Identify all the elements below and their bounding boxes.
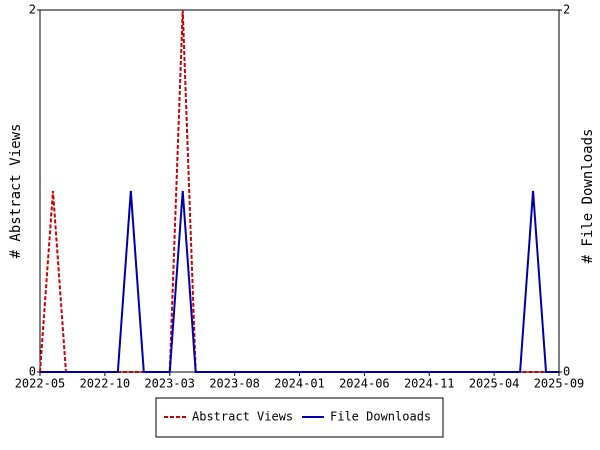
legend-label: File Downloads — [330, 410, 431, 424]
x-tick-label: 2025-09 — [534, 377, 585, 391]
x-tick-label: 2022-05 — [15, 377, 66, 391]
y-tick-label: 0 — [29, 365, 36, 379]
plot-frame — [39, 9, 560, 373]
legend-box — [155, 397, 444, 438]
x-tick-label: 2023-08 — [209, 377, 260, 391]
y-tick-label: 2 — [29, 3, 36, 17]
x-tick-label: 2024-01 — [274, 377, 325, 391]
legend-label: Abstract Views — [192, 410, 293, 424]
series-line — [39, 9, 559, 373]
y2-axis-label: # File Downloads — [580, 129, 596, 264]
x-tick-label: 2025-04 — [469, 377, 520, 391]
y-axis-label: # Abstract Views — [8, 124, 24, 259]
x-tick-label: 2024-11 — [404, 377, 455, 391]
series-line — [40, 190, 559, 373]
x-tick-label: 2024-06 — [339, 377, 390, 391]
x-tick-label: 2023-03 — [144, 377, 195, 391]
y2-tick-label: 2 — [563, 3, 570, 17]
x-tick-label: 2022-10 — [80, 377, 131, 391]
y2-tick-label: 0 — [563, 365, 570, 379]
